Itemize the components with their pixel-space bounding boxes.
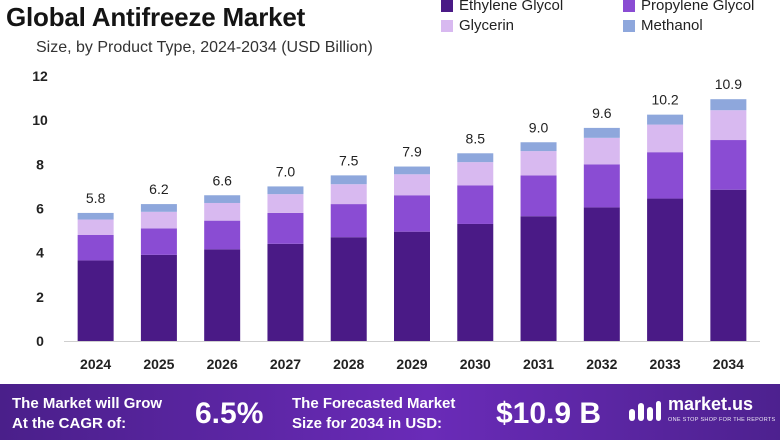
bar-segment-propylene-glycol: [520, 175, 557, 217]
bar-total-label: 6.2: [149, 181, 169, 197]
bar-segment-propylene-glycol: [330, 204, 367, 238]
bar-segment-propylene-glycol: [140, 228, 177, 255]
bar-segment-propylene-glycol: [394, 195, 430, 232]
bar-segment-glycerin: [457, 162, 494, 186]
legend-swatch-propylene-glycol: [623, 0, 635, 12]
bar-segment-glycerin: [520, 151, 557, 176]
chart-subtitle: Size, by Product Type, 2024-2034 (USD Bi…: [36, 39, 373, 56]
bar-segment-glycerin: [710, 110, 747, 141]
bar-segment-glycerin: [140, 211, 177, 229]
logo-tagline: ONE STOP SHOP FOR THE REPORTS: [668, 417, 776, 423]
bar-total-label: 10.9: [715, 76, 742, 92]
market-us-logo-icon: [629, 401, 661, 421]
bar-total-label: 7.0: [276, 163, 296, 179]
bar-segment-methanol: [520, 142, 557, 152]
legend-label-methanol: Methanol: [641, 17, 703, 34]
forecast-label-line1: The Forecasted Market: [292, 395, 456, 412]
x-tick-label: 2029: [396, 356, 427, 372]
legend-swatch-methanol: [623, 20, 635, 32]
bar-segment-methanol: [583, 127, 620, 138]
y-tick-label: 10: [32, 112, 48, 128]
bar-segment-methanol: [710, 99, 747, 111]
x-axis: 2024 2025 2026 2027 2028 2029 2030 2031 2032 2033…: [64, 341, 760, 372]
bar-segment-glycerin: [583, 137, 620, 165]
x-tick-label: 2034: [713, 356, 744, 372]
bar-segment-glycerin: [267, 194, 304, 213]
x-tick-label: 2033: [650, 356, 681, 372]
x-tick-label: 2025: [143, 356, 174, 372]
total-labels: 5.8 6.2 6.6 7.0 7.5 7.9 8.5 9.0 9.6 10.2 10.9: [86, 76, 742, 206]
bar-segment-methanol: [330, 175, 367, 185]
bar-segment-propylene-glycol: [77, 235, 114, 261]
x-tick-label: 2031: [523, 356, 554, 372]
bar-segment-methanol: [140, 204, 177, 212]
bar-total-label: 8.5: [466, 130, 486, 146]
bar-total-label: 10.2: [651, 92, 678, 108]
y-tick-label: 4: [36, 245, 44, 261]
bar-segment-methanol: [77, 212, 114, 220]
bar-segment-methanol: [204, 195, 241, 203]
legend-label-glycerin: Glycerin: [459, 17, 515, 34]
y-axis: 0 2 4 6 8 10 12: [32, 68, 48, 349]
cagr-label-line1: The Market will Grow: [12, 395, 163, 412]
footer-banner: The Market will Grow At the CAGR of: 6.5…: [0, 384, 780, 440]
bar-total-label: 7.5: [339, 152, 359, 168]
bar-segment-methanol: [267, 186, 304, 195]
bar-segment-glycerin: [77, 219, 114, 235]
legend-swatch-ethylene-glycol: [441, 0, 453, 12]
bar-group: [77, 99, 747, 341]
bar-segment-ethylene-glycol: [647, 198, 684, 341]
x-tick-label: 2026: [207, 356, 238, 372]
bar-segment-propylene-glycol: [710, 140, 747, 190]
logo-text: market.us: [668, 394, 754, 414]
x-tick-label: 2028: [333, 356, 364, 372]
bar-segment-ethylene-glycol: [583, 207, 620, 341]
x-tick-label: 2024: [80, 356, 111, 372]
cagr-value: 6.5%: [195, 397, 264, 430]
legend-label-propylene-glycol: Propylene Glycol: [641, 0, 755, 14]
bar-segment-ethylene-glycol: [267, 243, 304, 341]
bar-segment-propylene-glycol: [647, 152, 684, 199]
legend-swatch-glycerin: [441, 20, 453, 32]
bar-segment-glycerin: [647, 124, 684, 153]
bar-segment-ethylene-glycol: [140, 254, 177, 341]
x-tick-label: 2030: [460, 356, 491, 372]
bar-segment-glycerin: [394, 174, 430, 196]
bar-segment-ethylene-glycol: [330, 237, 367, 341]
bar-total-label: 5.8: [86, 190, 106, 206]
y-tick-label: 12: [32, 68, 48, 84]
bar-segment-ethylene-glycol: [394, 231, 430, 341]
y-tick-label: 8: [36, 156, 44, 172]
y-tick-label: 6: [36, 201, 44, 217]
y-tick-label: 2: [36, 289, 44, 305]
bar-segment-propylene-glycol: [583, 164, 620, 208]
bar-segment-glycerin: [204, 202, 241, 221]
y-tick-label: 0: [36, 333, 44, 349]
bar-total-label: 7.9: [402, 144, 422, 160]
bar-total-label: 9.6: [592, 105, 612, 121]
bar-segment-methanol: [394, 166, 430, 175]
bar-segment-methanol: [647, 114, 684, 125]
bar-segment-ethylene-glycol: [457, 223, 494, 341]
bar-segment-propylene-glycol: [204, 220, 241, 250]
bar-segment-ethylene-glycol: [710, 189, 747, 341]
bar-total-label: 6.6: [212, 172, 232, 188]
bar-segment-propylene-glycol: [457, 185, 494, 224]
forecast-label-line2: Size for 2034 in USD:: [292, 415, 443, 432]
bar-segment-ethylene-glycol: [520, 216, 557, 341]
cagr-label-line2: At the CAGR of:: [12, 415, 127, 432]
bar-segment-ethylene-glycol: [204, 249, 241, 341]
stacked-bar-chart: 0 2 4 6 8 10 12 5.8 6.2 6.6 7.0 7.5 7.9 8.5 9.0 9.6 10.…: [32, 68, 760, 372]
legend-label-ethylene-glycol: Ethylene Glycol: [459, 0, 564, 14]
forecast-value: $10.9 B: [496, 397, 602, 430]
bar-total-label: 9.0: [529, 119, 549, 135]
bar-segment-ethylene-glycol: [77, 260, 114, 341]
bar-segment-methanol: [457, 153, 494, 163]
bar-segment-glycerin: [330, 184, 367, 205]
x-tick-label: 2032: [586, 356, 617, 372]
chart-title: Global Antifreeze Market: [6, 2, 306, 32]
bar-segment-propylene-glycol: [267, 212, 304, 244]
x-tick-label: 2027: [270, 356, 301, 372]
